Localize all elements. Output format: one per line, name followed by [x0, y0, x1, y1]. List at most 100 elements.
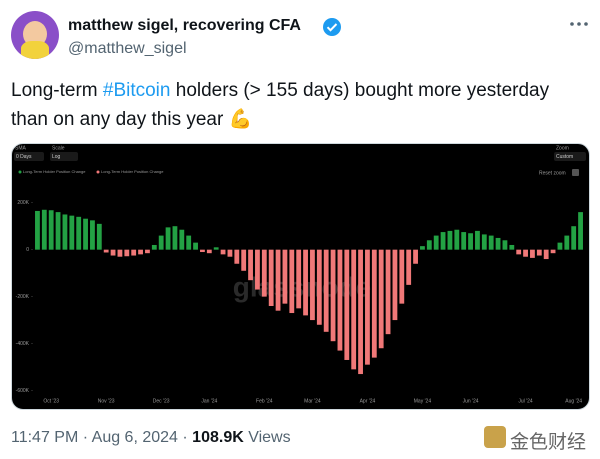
bar — [35, 210, 40, 250]
bar — [296, 249, 302, 309]
bar — [41, 209, 47, 250]
bar — [420, 246, 425, 250]
bar — [55, 212, 61, 250]
bar — [323, 249, 329, 332]
separator: · — [82, 429, 89, 446]
bar — [241, 249, 247, 271]
control-value: Custom — [556, 154, 573, 160]
x-tick-label: Oct '23 — [43, 398, 59, 404]
legend-label: Long-Term Holder Position Change — [101, 169, 164, 174]
bar — [557, 242, 563, 250]
bar — [310, 249, 315, 321]
text: holders (> 155 days) bought more yesterd… — [11, 80, 550, 130]
scale-select[interactable] — [50, 152, 78, 161]
bar — [117, 249, 123, 257]
bar — [186, 235, 192, 250]
time[interactable]: 11:47 PM — [11, 429, 79, 446]
chart-frame[interactable]: SMA 0 Days Scale Log Zoom Custom Reset z… — [11, 143, 590, 410]
bar — [351, 249, 357, 370]
bar — [426, 240, 432, 250]
hashtag[interactable]: #Bitcoin — [102, 80, 171, 101]
bar — [550, 249, 556, 254]
legend-label: Long-Term Holder Position Change — [23, 169, 86, 174]
more-button[interactable] — [568, 18, 590, 30]
y-tick-label: 200K — [17, 200, 29, 206]
bar — [138, 249, 143, 255]
bar — [578, 212, 583, 250]
bar — [48, 210, 54, 250]
handle[interactable]: @matthew_sigel — [68, 40, 187, 57]
bar — [399, 249, 405, 304]
y-tick-label: -600K — [16, 388, 30, 394]
bar — [536, 249, 542, 256]
bar — [158, 235, 164, 250]
bar — [413, 249, 418, 264]
bar — [234, 249, 240, 264]
views-count: 108.9K — [192, 429, 244, 446]
control-value: 0 Days — [16, 154, 32, 160]
verified-badge — [323, 18, 341, 36]
bar — [200, 249, 205, 253]
bar — [275, 249, 281, 311]
x-tick-label: Dec '23 — [153, 398, 170, 404]
menu-button[interactable] — [572, 169, 579, 176]
bar — [289, 249, 295, 314]
bar — [523, 249, 528, 257]
text: Long-term — [11, 80, 103, 101]
avatar[interactable] — [11, 11, 59, 59]
source-logo — [484, 426, 506, 448]
bar — [433, 235, 439, 250]
bar — [461, 232, 467, 250]
bar — [179, 229, 185, 250]
bar — [385, 249, 391, 335]
bar — [530, 249, 535, 258]
bar — [454, 229, 460, 250]
sma-select[interactable] — [14, 152, 44, 161]
control-value: Log — [52, 154, 61, 160]
bar — [571, 226, 577, 250]
bar — [330, 249, 336, 342]
source-name: 金色财经 — [510, 432, 587, 453]
x-tick-label: Jun '24 — [463, 398, 479, 404]
bar — [481, 234, 487, 250]
x-tick-label: Aug '24 — [565, 398, 582, 404]
bar — [76, 216, 82, 250]
x-tick-label: Nov '23 — [98, 398, 115, 404]
bar — [516, 249, 522, 255]
bar — [316, 249, 322, 325]
bar — [468, 233, 473, 250]
y-tick-label: -400K — [16, 341, 30, 347]
bar — [261, 249, 267, 297]
views-label: Views — [248, 429, 291, 446]
legend-swatch — [96, 170, 100, 174]
control-label: SMA — [15, 145, 27, 151]
control-label: Zoom — [556, 145, 569, 151]
legend-swatch — [18, 170, 22, 174]
separator: · — [182, 429, 188, 446]
y-tick-label: 0 — [26, 247, 29, 253]
bar — [488, 235, 494, 250]
y-tick-label: -200K — [16, 294, 30, 300]
reset-zoom[interactable]: Reset zoom — [539, 170, 566, 176]
bar — [406, 249, 412, 285]
bar — [255, 249, 260, 290]
control-label: Scale — [52, 145, 65, 151]
x-tick-label: Jul '24 — [518, 398, 533, 404]
bar — [282, 249, 288, 304]
bar — [145, 249, 150, 254]
bar — [124, 249, 130, 257]
x-tick-label: Feb '24 — [256, 398, 273, 404]
bar — [495, 237, 501, 250]
bar — [303, 249, 308, 316]
date[interactable]: Aug 6, 2024 — [91, 429, 178, 446]
x-tick-label: May '24 — [414, 398, 432, 404]
bar — [172, 226, 178, 250]
bar — [62, 214, 68, 250]
bar — [90, 220, 95, 250]
bar — [392, 249, 398, 321]
display-name[interactable]: matthew sigel, recovering CFA — [68, 17, 301, 34]
zoom-select[interactable] — [554, 152, 586, 161]
bar — [96, 223, 102, 250]
tweet-text: Long-term #Bitcoin holders (> 155 days) … — [11, 76, 591, 134]
